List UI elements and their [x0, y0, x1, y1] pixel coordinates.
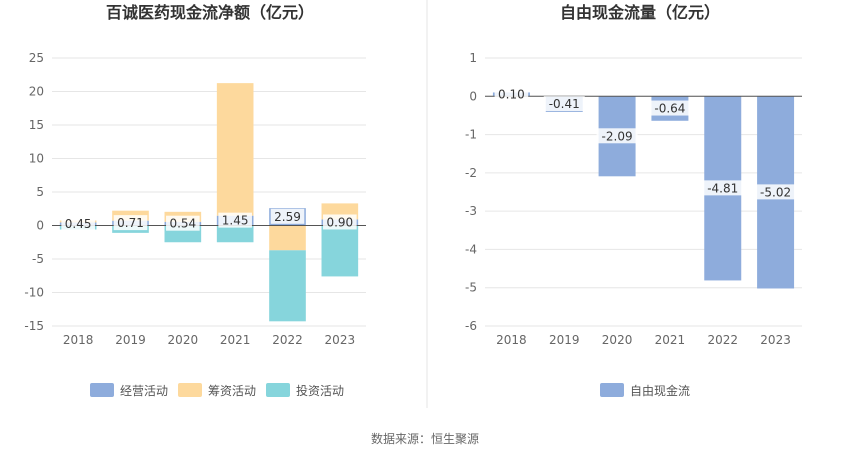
data-label-bg [702, 180, 744, 196]
y-tick-label: -1 [465, 128, 477, 142]
data-label-bg [61, 215, 95, 231]
data-label-bg [218, 212, 252, 228]
y-tick-label: 10 [29, 152, 44, 166]
bar-筹资活动-2022 [269, 225, 306, 251]
chart-title: 百诚医药现金流净额（亿元） [106, 3, 314, 22]
left-chart: 百诚医药现金流净额（亿元） 25 20 15 10 5 0 -5 -10 -15 2018 2019 2… [24, 3, 366, 398]
data-label: 2.59 [274, 210, 301, 224]
data-label: -2.09 [602, 129, 633, 143]
x-category-label: 2022 [707, 333, 738, 347]
y-tick-label: -15 [24, 319, 44, 333]
bar-投资活动-2023 [321, 225, 359, 277]
y-tick-label: -10 [24, 286, 44, 300]
data-label: 0.45 [65, 217, 92, 231]
y-tick-label: -4 [465, 242, 477, 256]
legend-swatch [266, 383, 290, 397]
y-tick-label: 25 [29, 51, 44, 65]
bar-投资活动-2021 [216, 225, 254, 243]
data-label-bg [323, 214, 357, 230]
y-tick-label: 1 [469, 51, 477, 65]
source-note: 数据来源：恒生聚源 [371, 431, 479, 446]
x-category-label: 2020 [602, 333, 633, 347]
legend-label: 筹资活动 [208, 384, 256, 398]
data-label-bg [649, 100, 691, 116]
data-label: -0.64 [654, 102, 685, 116]
y-tick-label: 5 [36, 185, 44, 199]
bar-筹资活动-2021 [216, 83, 254, 216]
x-category-label: 2019 [115, 333, 146, 347]
x-category-label: 2023 [325, 333, 356, 347]
chart-title: 自由现金流量（亿元） [560, 3, 720, 22]
data-label: -5.02 [760, 185, 791, 199]
data-label-bg [166, 215, 200, 231]
data-label-bg [596, 128, 638, 144]
y-tick-label: 0 [36, 219, 44, 233]
legend-label: 自由现金流 [630, 383, 690, 398]
data-label: 1.45 [222, 214, 249, 228]
x-category-label: 2023 [760, 333, 791, 347]
y-tick-label: 20 [29, 85, 44, 99]
x-category-label: 2021 [655, 333, 686, 347]
y-tick-label: -5 [465, 281, 477, 295]
data-label: -4.81 [707, 181, 738, 195]
data-label: 0.10 [498, 87, 525, 101]
legend-label: 投资活动 [296, 383, 344, 398]
x-category-label: 2022 [272, 333, 303, 347]
data-label: 0.90 [326, 215, 353, 229]
data-label: 0.54 [169, 217, 196, 231]
y-tick-label: 15 [29, 118, 44, 132]
x-category-label: 2021 [220, 333, 251, 347]
data-label-bg [494, 86, 529, 102]
data-label-bg [113, 215, 148, 231]
data-label-bg [755, 184, 797, 200]
x-category-label: 2018 [496, 333, 527, 347]
x-category-label: 2020 [168, 333, 199, 347]
y-tick-label: -2 [465, 166, 477, 180]
legend-swatch [90, 383, 114, 397]
data-label-bg [543, 96, 585, 112]
y-tick-label: -5 [32, 252, 44, 266]
y-tick-label: 0 [469, 89, 477, 103]
y-tick-label: -3 [465, 204, 477, 218]
data-label-bg [270, 208, 305, 224]
y-tick-label: -6 [465, 319, 477, 333]
data-label: 0.71 [117, 216, 144, 230]
legend-swatch [600, 383, 624, 397]
right-chart: 自由现金流量（亿元） 1 0 -1 -2 -3 -4 -5 -6 2018 2019 2020 2021… [465, 3, 802, 398]
bar-投资活动-2022 [269, 250, 306, 322]
x-category-label: 2018 [63, 333, 94, 347]
legend-swatch [178, 383, 202, 397]
legend-label: 经营活动 [120, 384, 168, 398]
data-label: -0.41 [549, 97, 580, 111]
x-category-label: 2019 [549, 333, 580, 347]
